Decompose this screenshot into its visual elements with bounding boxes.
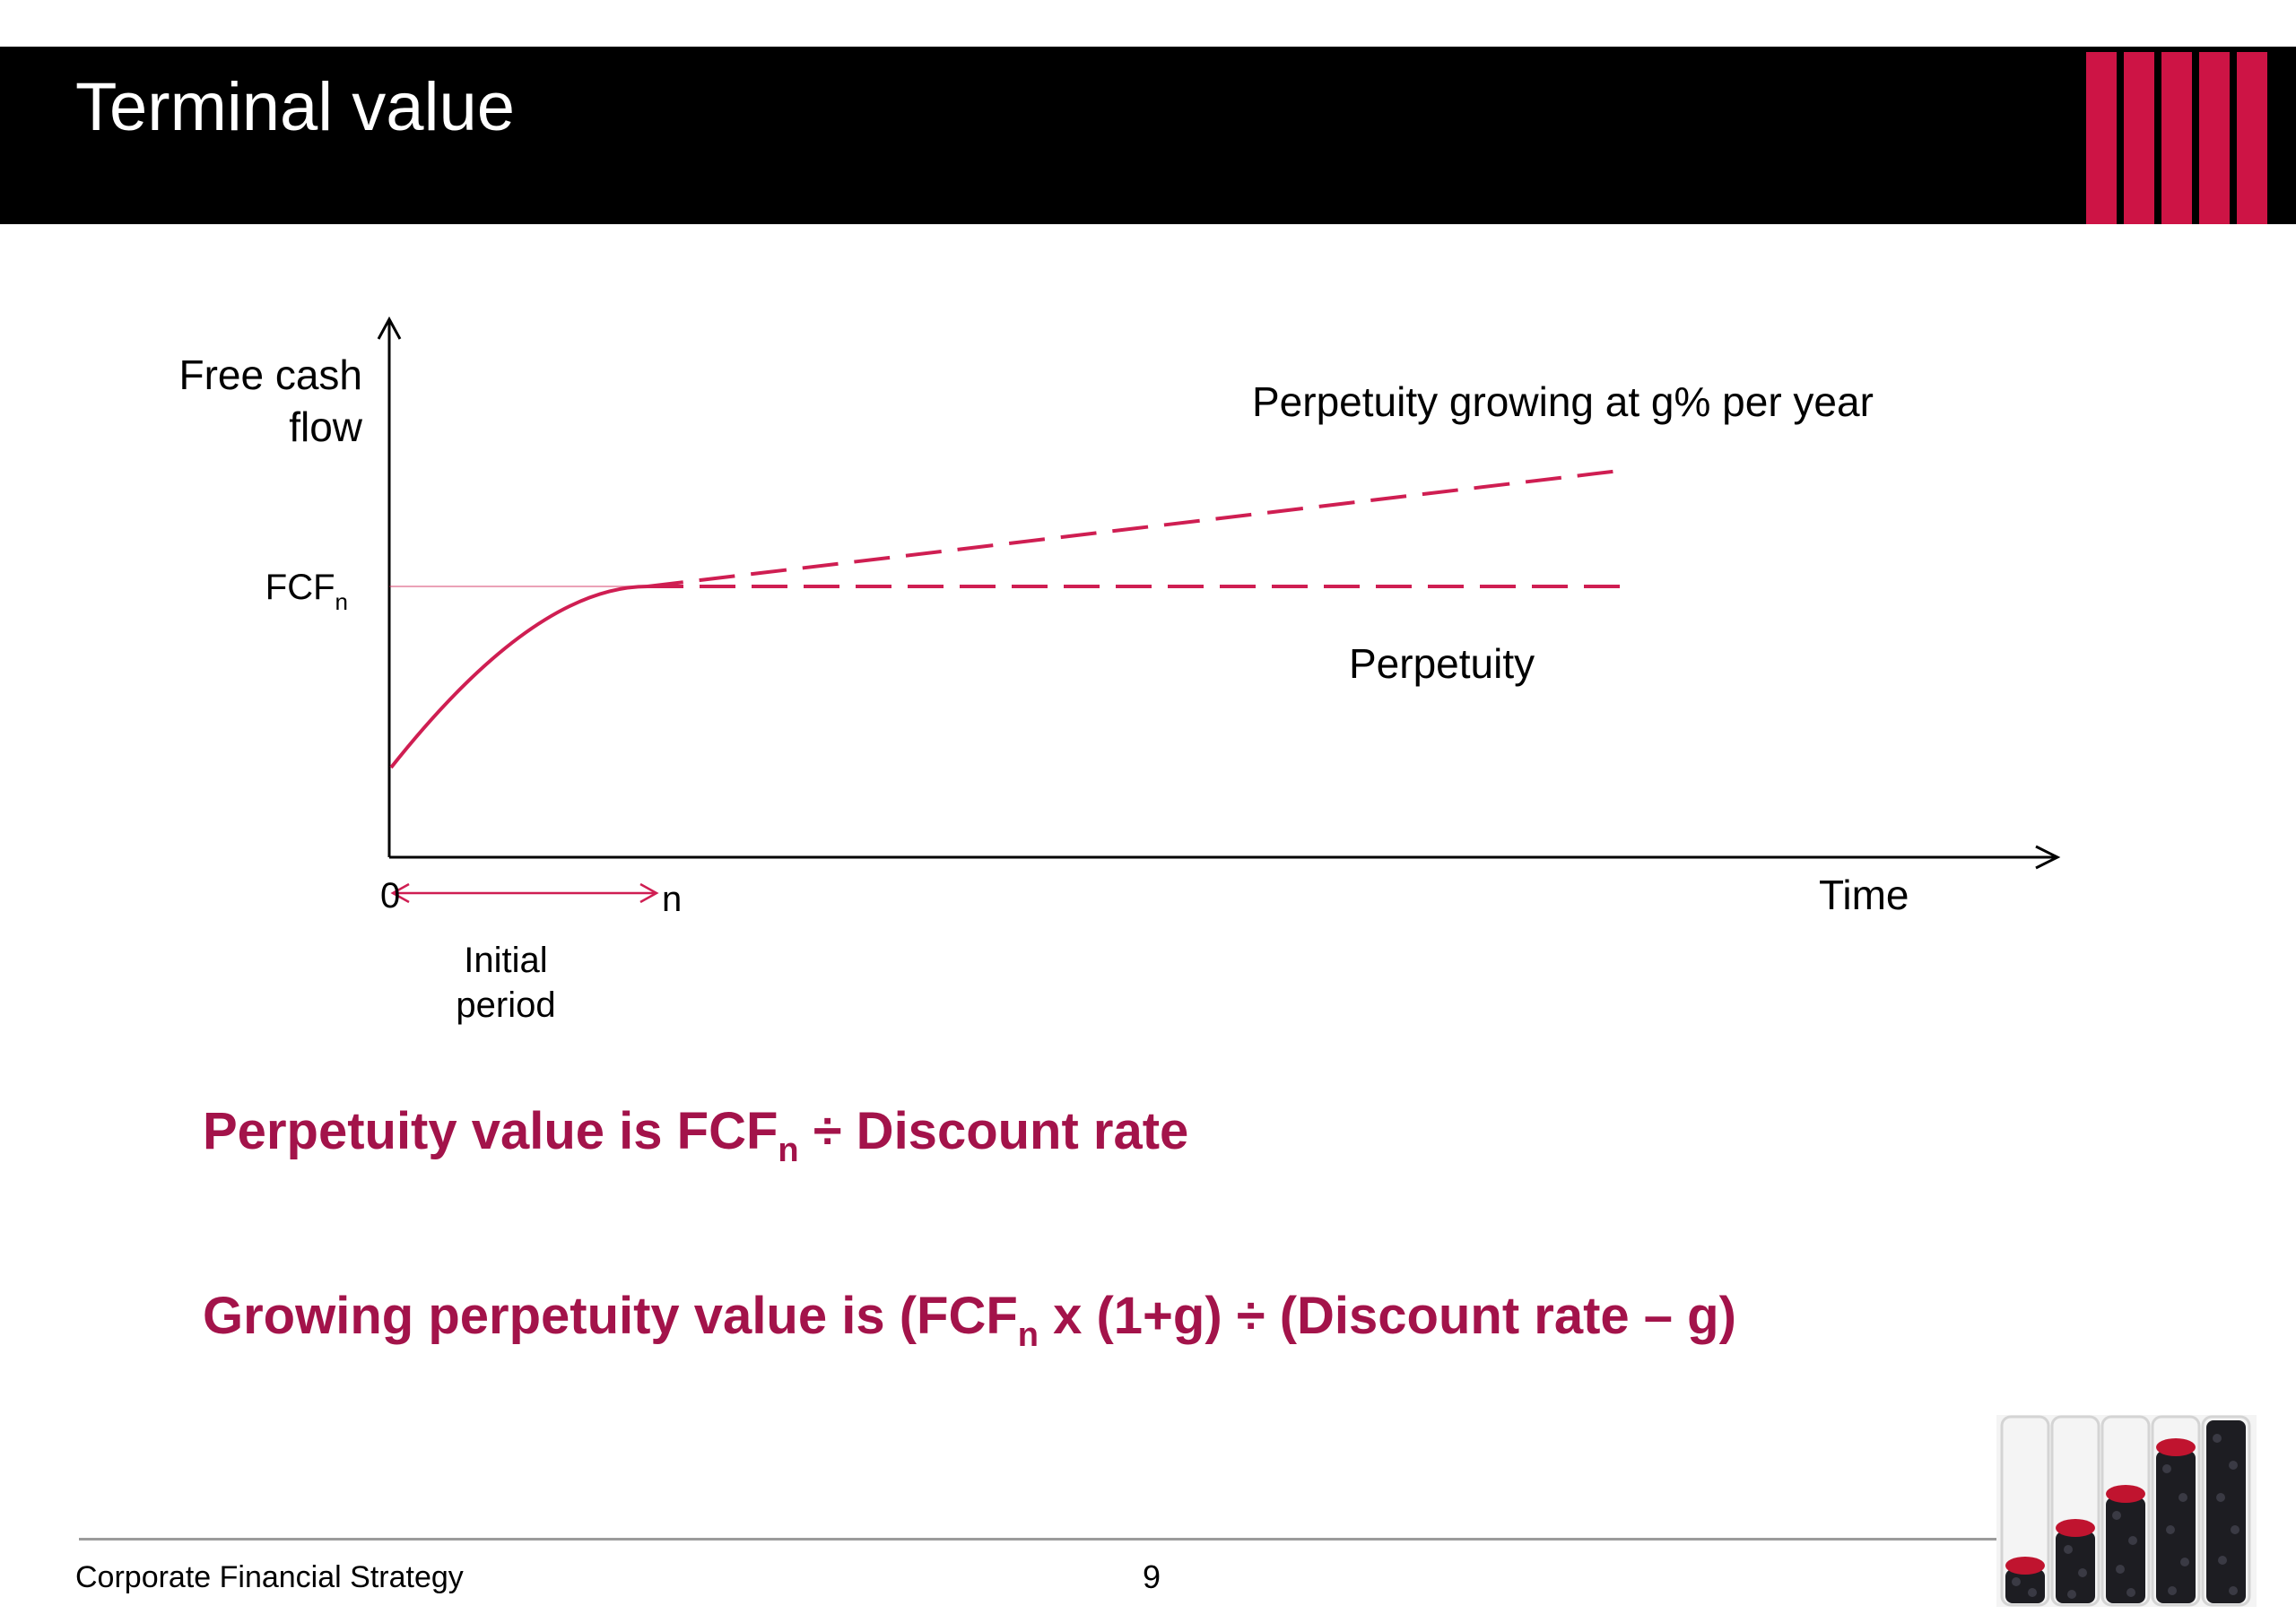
test-tubes-berries-image bbox=[1996, 1415, 2257, 1607]
growing-formula-suffix: x (1+g) ÷ (Discount rate – g) bbox=[1039, 1287, 1736, 1345]
footer-divider bbox=[79, 1538, 2005, 1541]
title-bar: Terminal value bbox=[0, 47, 2296, 224]
header-stripe bbox=[2124, 52, 2154, 224]
initial-growth-curve bbox=[389, 585, 648, 769]
x-axis-arrowhead bbox=[2035, 845, 2061, 870]
y-axis-label-line2: flow bbox=[289, 404, 363, 450]
initial-period-label-line1: Initial bbox=[464, 941, 547, 980]
x-axis-label: Time bbox=[1819, 872, 1909, 918]
y-axis-label-line1: Free cash bbox=[178, 352, 362, 398]
x-n-label: n bbox=[662, 880, 682, 919]
perpetuity-formula-suffix: ÷ Discount rate bbox=[798, 1102, 1189, 1160]
y-axis-arrowhead bbox=[377, 316, 402, 340]
y-tick-label-main: FCF bbox=[265, 568, 335, 607]
slide-title: Terminal value bbox=[75, 69, 515, 145]
header-stripe bbox=[2237, 52, 2267, 224]
header-stripe bbox=[2161, 52, 2192, 224]
growing-formula-prefix: Growing perpetuity value is (FCF bbox=[203, 1287, 1018, 1345]
initial-period-arrowhead-right bbox=[639, 882, 659, 904]
perpetuity-label: Perpetuity bbox=[1349, 640, 1535, 687]
growing-perpetuity-label: Perpetuity growing at g% per year bbox=[1252, 378, 1874, 425]
growing-perpetuity-line bbox=[647, 468, 1628, 588]
header-stripes-logo bbox=[2086, 52, 2296, 224]
header-stripe bbox=[2086, 52, 2117, 224]
y-tick-label-subscript: n bbox=[335, 588, 348, 615]
perpetuity-formula-subscript: n bbox=[778, 1132, 799, 1169]
y-tick-label: FCFn bbox=[265, 568, 348, 615]
initial-period-arrowhead-left bbox=[390, 882, 410, 904]
x-origin-label: 0 bbox=[380, 876, 400, 916]
initial-period-label-line2: period bbox=[456, 985, 555, 1025]
footer-course-title: Corporate Financial Strategy bbox=[75, 1560, 464, 1594]
perpetuity-formula: Perpetuity value is FCFn ÷ Discount rate bbox=[203, 1101, 1188, 1170]
header-stripe bbox=[2199, 52, 2230, 224]
perpetuity-formula-prefix: Perpetuity value is FCF bbox=[203, 1102, 778, 1160]
growing-perpetuity-formula: Growing perpetuity value is (FCFn x (1+g… bbox=[203, 1286, 1736, 1355]
growing-formula-subscript: n bbox=[1017, 1316, 1039, 1354]
page-number: 9 bbox=[1143, 1558, 1161, 1595]
